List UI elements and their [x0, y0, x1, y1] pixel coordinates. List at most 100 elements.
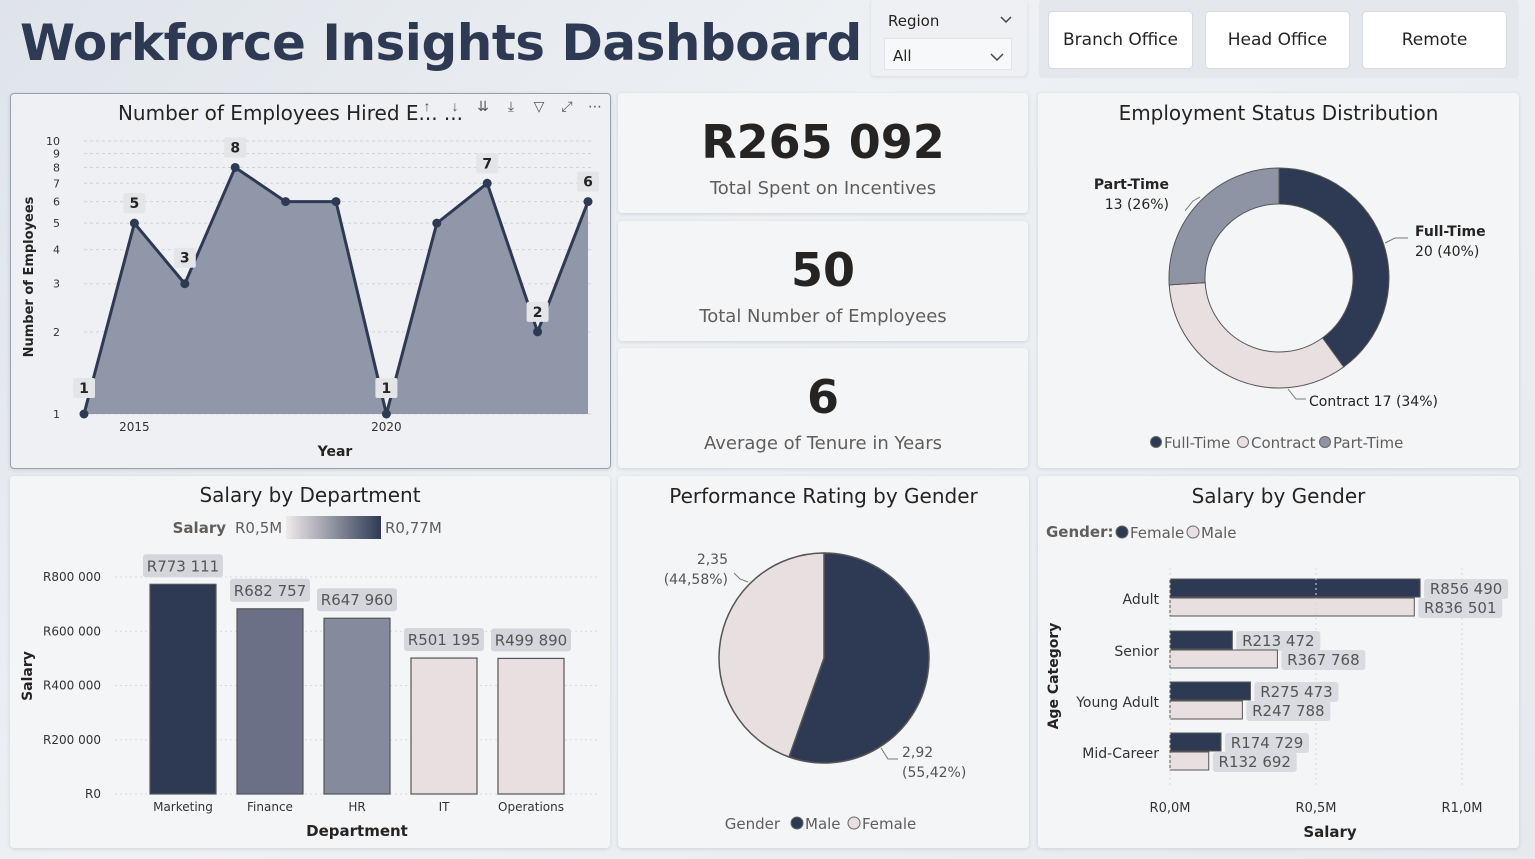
x-tick-label: HR — [348, 800, 365, 814]
remote-button[interactable]: Remote — [1362, 11, 1507, 69]
bar — [1169, 649, 1278, 669]
data-label-box — [317, 588, 397, 612]
y-tick-label: 4 — [53, 244, 60, 257]
salary-department-card[interactable]: Salary by Department Salary R0,5M R0,77M R0… — [10, 476, 610, 848]
color-scale-label: Salary — [173, 519, 227, 537]
y-axis-title: Number of Employees — [22, 196, 37, 357]
x-axis-title: Year — [317, 444, 353, 460]
y-tick-label: R200 000 — [43, 733, 101, 747]
legend-marker — [1237, 436, 1249, 448]
color-scale-bar — [286, 516, 381, 539]
y-axis-title: Age Category — [1046, 623, 1062, 730]
color-scale-max: R0,77M — [385, 519, 442, 537]
office-button-panel: Branch Office Head Office Remote — [1039, 0, 1519, 78]
category-label: Mid-Career — [1082, 746, 1159, 762]
focus-icon[interactable]: ⤢ — [561, 98, 573, 114]
data-label-box — [1424, 579, 1509, 599]
x-tick-label: Operations — [498, 800, 564, 814]
salary-department-title: Salary by Department — [199, 483, 421, 507]
salary-gender-title: Salary by Gender — [1191, 484, 1366, 508]
data-label-box — [577, 171, 599, 192]
data-point — [230, 162, 240, 172]
expand-all-icon[interactable]: ⇊ — [477, 98, 489, 114]
x-axis-title: Department — [306, 822, 408, 840]
data-label: R647 960 — [321, 591, 393, 609]
data-label-box — [173, 247, 196, 268]
slice-label-pct: (55,42%) — [902, 765, 966, 781]
legend-title: Gender: — [1046, 523, 1113, 541]
data-label-box — [1246, 701, 1331, 721]
legend-marker — [1150, 436, 1162, 448]
performance-gender-title: Performance Rating by Gender — [669, 484, 978, 508]
legend-item: Female — [1130, 524, 1184, 542]
bar — [497, 657, 565, 795]
donut-slice — [1168, 282, 1345, 389]
branch-office-button[interactable]: Branch Office — [1048, 11, 1193, 69]
kpi-tenure-label: Average of Tenure in Years — [704, 433, 942, 454]
y-tick-label: 2 — [53, 326, 60, 339]
data-label-box — [404, 628, 484, 652]
legend-item: Female — [862, 815, 916, 833]
data-label: R174 729 — [1231, 734, 1303, 752]
data-label-box — [491, 628, 571, 652]
bar — [1169, 732, 1222, 752]
region-slicer[interactable]: Region All — [871, 0, 1027, 76]
donut-slice — [1168, 167, 1280, 286]
y-tick-label: 9 — [53, 147, 60, 160]
bar — [1169, 700, 1243, 720]
legend-marker — [790, 816, 804, 830]
bar — [1169, 751, 1210, 771]
slice-label-value: 2,92 — [902, 745, 933, 761]
y-tick-label: 3 — [53, 278, 60, 291]
legend-marker — [1115, 525, 1129, 539]
data-label-box — [230, 578, 310, 602]
employment-status-card[interactable]: Employment Status Distribution Full-Time… — [1038, 93, 1519, 468]
bar — [1169, 630, 1233, 650]
kpi-employees-card: 50 Total Number of Employees — [618, 221, 1028, 341]
data-label: R213 472 — [1242, 632, 1314, 650]
legend-item: Part-Time — [1333, 434, 1403, 452]
visual-toolbar: ↑ ↓ ⇊ ⤓ ▽ ⤢ ⋯ — [418, 98, 604, 115]
pie-slice — [718, 552, 825, 758]
x-tick-label: 2015 — [119, 420, 150, 434]
data-label-box — [1254, 682, 1339, 702]
data-point — [129, 218, 139, 228]
salary-department-bar-chart: Salary R0,5M R0,77M R0 R200 000 R400 000 R600 … — [20, 516, 600, 840]
head-office-button[interactable]: Head Office — [1205, 11, 1350, 69]
category-label: Senior — [1114, 644, 1159, 660]
category-label: Young Adult — [1075, 695, 1159, 711]
data-label: 1 — [382, 381, 392, 397]
data-label: 6 — [583, 175, 593, 191]
data-point — [432, 218, 442, 228]
data-label-box — [73, 378, 95, 398]
y-axis-title: Salary — [20, 651, 36, 701]
y-tick-label: R400 000 — [43, 679, 101, 693]
sort-desc-icon[interactable]: ↓ — [451, 98, 459, 114]
sort-asc-icon[interactable]: ↑ — [423, 98, 431, 114]
kpi-incentives-value: R265 092 — [701, 115, 945, 169]
data-label-box — [224, 137, 247, 158]
y-tick-label: 6 — [53, 196, 60, 209]
salary-gender-card[interactable]: Salary by Gender Gender: Female Male Adult R… — [1038, 476, 1519, 848]
bar — [323, 617, 391, 795]
hired-chart-card[interactable]: Number of Employees Hired E... ... ↑ ↓ ⇊… — [10, 93, 611, 469]
more-icon[interactable]: ⋯ — [588, 98, 602, 114]
drill-icon[interactable]: ⤓ — [507, 98, 515, 114]
data-label: R367 768 — [1287, 651, 1359, 669]
slicer-collapse-icon[interactable] — [999, 12, 1013, 30]
legend-item: Male — [805, 815, 841, 833]
x-tick-label: R1,0M — [1442, 801, 1483, 816]
region-dropdown[interactable]: All — [884, 38, 1012, 70]
performance-gender-card[interactable]: Performance Rating by Gender 2,92 (55,42%… — [618, 476, 1029, 848]
bar — [236, 608, 304, 795]
y-tick-label: 7 — [53, 177, 60, 190]
bar — [1169, 578, 1421, 598]
data-label: R836 501 — [1424, 599, 1496, 617]
data-label: R501 195 — [408, 631, 480, 649]
filter-icon[interactable]: ▽ — [533, 98, 545, 114]
y-tick-label: R800 000 — [43, 570, 101, 584]
region-slicer-label: Region — [888, 12, 940, 30]
data-label-box — [123, 193, 146, 214]
bar — [1169, 597, 1415, 617]
kpi-employees-value: 50 — [790, 243, 855, 297]
